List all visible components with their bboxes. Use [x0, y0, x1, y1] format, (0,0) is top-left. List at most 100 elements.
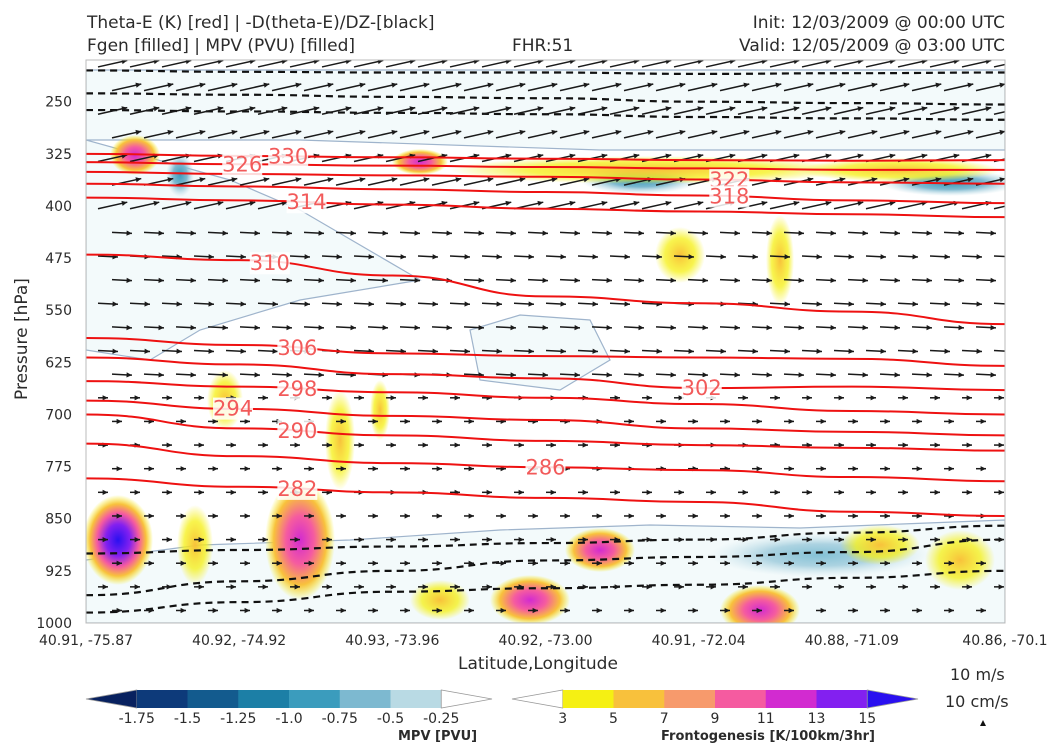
wind-vector-head — [551, 82, 558, 88]
wind-vector-head — [295, 82, 302, 88]
wind-vector-head — [926, 230, 932, 236]
wind-vector-head — [948, 560, 954, 566]
wind-vector-head — [326, 442, 332, 448]
wind-vector-head — [670, 230, 676, 236]
wind-vector-head — [190, 325, 196, 331]
wind-vector-head — [688, 348, 694, 354]
wind-vector-head — [116, 418, 122, 425]
plot-border — [85, 59, 1006, 624]
wind-vector-head — [852, 607, 858, 614]
wind-vector-head — [144, 348, 150, 354]
wind-vector-head — [582, 536, 588, 543]
wind-vector-head — [468, 513, 474, 519]
fgen-blob-8 — [86, 495, 153, 585]
wind-vector-head — [820, 466, 826, 472]
wind-vector-head — [377, 106, 384, 112]
wind-vector-head — [889, 200, 896, 206]
fgen-blob-7 — [370, 380, 390, 440]
wind-vector-head — [148, 607, 154, 614]
wind-vector-head — [638, 372, 644, 378]
wind-vector-head — [468, 560, 474, 566]
x-tick-label: 40.86, -70.1 — [962, 633, 1047, 649]
wind-vector-head — [404, 466, 410, 472]
wind-vector-head — [423, 129, 430, 136]
wind-vector-head — [569, 60, 576, 65]
wind-vector-head — [318, 277, 324, 283]
fgen-blob-2 — [392, 149, 448, 175]
y-tick-label: 400 — [45, 199, 72, 215]
wind-vector-head — [852, 418, 858, 425]
wind-vector-head — [518, 536, 524, 543]
wind-vector-head — [313, 106, 320, 112]
theta-e-label: 282 — [277, 477, 317, 501]
y-tick-label: 1000 — [36, 616, 72, 632]
wind-vector-head — [222, 372, 228, 378]
theta-e-label: 290 — [277, 419, 317, 443]
wind-vector-head — [198, 584, 204, 590]
wind-vector-head — [158, 325, 164, 331]
theta-e-label-bg — [286, 191, 327, 214]
wind-vector-head — [208, 301, 214, 307]
wind-vector-head — [1017, 106, 1023, 111]
wind-vector-head — [276, 466, 282, 472]
wind-vector-head — [496, 254, 502, 260]
wind-vector-head — [318, 372, 324, 378]
wind-vector-head — [542, 325, 548, 331]
wind-vector-head — [857, 153, 864, 159]
wind-vector-head — [633, 200, 640, 206]
wind-vector-head — [793, 60, 800, 65]
wind-vector-head — [574, 372, 580, 378]
colorbar-tick-label: -0.25 — [423, 711, 459, 727]
wind-vector-head — [624, 254, 630, 260]
wind-vector-head — [967, 129, 974, 136]
wind-vector-head — [198, 489, 204, 495]
wind-vector-head — [921, 60, 928, 65]
wind-vector-head — [153, 60, 160, 65]
wind-vector-head — [212, 418, 218, 425]
wind-vector-head — [135, 82, 142, 88]
wind-vector-head — [340, 560, 346, 566]
wind-vector-head — [830, 372, 836, 378]
wind-vector-head — [455, 82, 462, 88]
wind-vector-head — [665, 200, 672, 206]
wind-vector-head — [240, 254, 246, 260]
wind-vector-head — [944, 348, 950, 354]
wind-vector-head — [436, 560, 442, 566]
wind-vector-head — [176, 348, 182, 354]
theta-e-contour — [86, 196, 1005, 219]
y-axis-title: Pressure [hPa] — [12, 278, 32, 400]
wind-vector-head — [358, 584, 364, 590]
wind-vector-head — [990, 230, 996, 236]
wind-vector-head — [646, 395, 652, 401]
wind-vector-head — [340, 607, 346, 614]
wind-vector-head — [582, 489, 588, 495]
wind-vector-head — [478, 230, 484, 236]
wind-vector-head — [176, 301, 182, 307]
wind-vector-head — [729, 153, 736, 159]
wind-vector-head — [121, 60, 128, 65]
wind-vector-head — [244, 560, 250, 566]
wind-vector-head — [487, 177, 494, 183]
wind-vector-head — [286, 230, 292, 236]
title-line-1: Theta-E (K) [red] | -D(theta-E)/DZ-[blac… — [87, 13, 435, 33]
wind-vector-head — [345, 60, 352, 65]
wind-vector-head — [244, 607, 250, 614]
wind-vector-head — [1008, 254, 1014, 259]
wind-vector-head — [807, 129, 814, 136]
wind-vector-head — [894, 230, 900, 236]
wind-vector-head — [473, 60, 480, 65]
wind-vector-head — [231, 129, 238, 136]
wind-vector-head — [734, 277, 740, 283]
wind-vector-head — [542, 372, 548, 378]
wind-vector-head — [966, 395, 972, 401]
forecast-hour: FHR:51 — [512, 36, 574, 56]
wind-vector-head — [646, 536, 652, 543]
wind-vector-head — [638, 325, 644, 331]
wind-vector-head — [710, 489, 716, 495]
wind-vector-head — [756, 466, 762, 472]
wind-vector-head — [263, 129, 270, 136]
wind-vector-head — [102, 584, 108, 590]
wind-vector-head — [761, 60, 768, 65]
wind-vector-head — [948, 418, 954, 425]
